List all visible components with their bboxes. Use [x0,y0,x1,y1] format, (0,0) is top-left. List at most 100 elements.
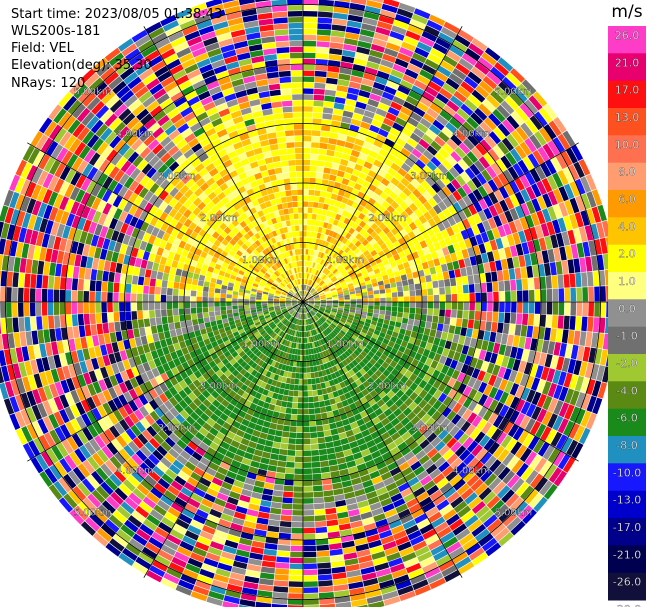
range-gate [504,246,512,259]
range-gate [444,316,451,325]
range-gate [53,289,60,302]
range-gate [586,395,597,413]
range-gate [306,225,311,231]
range-gate [344,299,350,302]
range-gate [149,399,159,411]
range-gate [303,426,310,433]
range-gate [112,80,127,95]
range-gate [490,499,505,514]
range-gate [362,180,371,189]
range-gate [378,529,393,539]
range-gate [331,566,346,574]
range-gate [116,505,131,519]
range-gate [303,28,317,35]
range-gate [492,481,506,495]
range-gate [528,95,543,111]
range-gate [118,143,131,156]
range-gate [345,239,352,247]
range-gate [100,523,116,538]
range-gate [406,497,419,508]
range-gate [324,254,330,261]
range-gate [205,467,217,477]
range-gate [9,240,18,257]
range-gate [33,216,43,232]
range-gate [108,240,117,252]
range-gate [179,19,196,31]
range-gate [455,232,464,242]
range-gate [135,556,152,570]
range-gate [120,524,136,538]
range-gate [175,518,190,530]
range-gate [441,186,452,197]
range-gate [149,317,157,327]
range-gate [443,487,457,499]
range-gate [524,99,538,115]
range-gate [170,501,184,513]
range-gate [409,307,416,314]
range-gate [362,517,375,526]
range-gate [423,328,431,336]
range-gate [436,323,444,332]
range-gate [569,273,576,288]
range-gate [338,228,345,235]
range-gate [290,64,303,71]
range-gate [125,302,131,312]
range-gate [71,314,79,327]
range-gate [128,204,138,216]
range-gate [364,263,372,270]
range-gate [40,137,54,154]
range-gate [467,519,483,533]
range-gate [76,107,91,123]
range-gate [99,225,109,238]
range-gate [400,256,408,264]
range-gate [470,66,486,80]
range-gate [588,302,594,317]
range-gate [73,84,88,99]
range-gate [112,195,123,208]
range-gate [471,444,483,457]
range-gate [390,524,405,535]
range-gate [156,93,170,105]
range-gate [309,267,312,274]
range-gate [463,302,470,311]
range-gate [149,388,159,399]
range-gate [470,112,484,125]
range-gate [579,257,587,273]
range-gate [1,365,10,382]
range-gate [371,178,381,188]
range-gate [573,258,581,273]
range-gate [312,250,317,256]
range-gate [77,374,87,388]
range-gate [277,460,287,468]
range-gate [404,158,415,168]
range-gate [358,34,374,44]
range-gate [497,57,514,72]
range-gate [104,519,120,533]
range-gate [82,92,97,107]
range-gate [411,13,428,25]
range-gate [113,312,120,322]
range-gate [88,221,98,234]
range-gate [401,41,416,52]
range-gate [56,223,66,238]
range-gate [303,22,317,29]
range-gate [88,347,97,359]
range-gate [543,263,551,276]
range-gate [487,217,497,230]
range-gate [149,278,156,287]
range-gate [467,319,474,329]
range-gate [529,363,539,377]
range-gate [385,306,392,312]
range-gate [260,457,270,465]
range-gate [12,225,22,242]
range-gate [392,63,407,74]
range-gate [96,527,112,542]
range-gate [214,26,231,36]
range-gate [588,240,597,256]
range-gate [576,287,583,302]
range-gate [257,511,270,519]
range-gate [591,332,599,348]
range-gate [84,72,100,88]
range-gate [303,17,318,23]
range-gate [147,55,163,68]
